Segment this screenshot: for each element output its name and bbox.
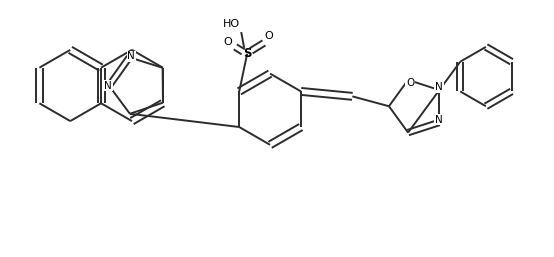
Text: N: N: [127, 51, 135, 61]
Text: HO: HO: [223, 19, 240, 29]
Text: N: N: [435, 115, 443, 125]
Text: S: S: [243, 47, 252, 60]
Text: O: O: [265, 31, 273, 41]
Text: O: O: [406, 78, 414, 88]
Text: N: N: [104, 81, 112, 91]
Text: O: O: [223, 37, 232, 47]
Text: N: N: [435, 82, 443, 92]
